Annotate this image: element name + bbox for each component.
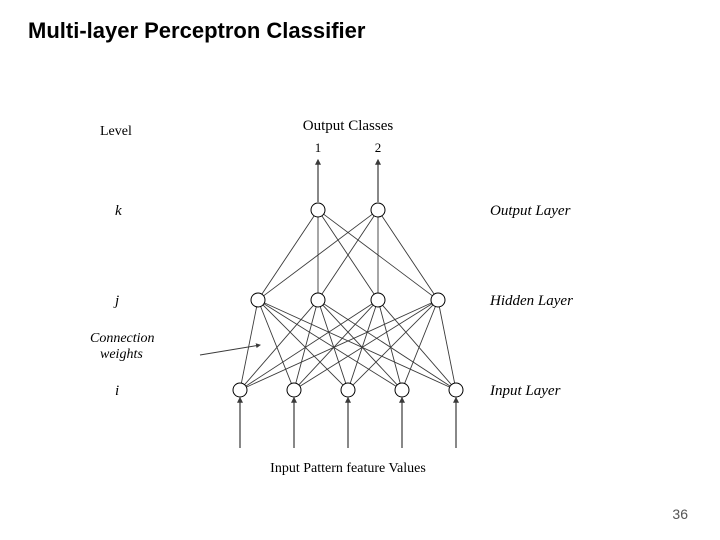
edge-input-hidden — [350, 307, 376, 384]
edge-input-hidden — [299, 305, 373, 385]
slide-title: Multi-layer Perceptron Classifier — [28, 18, 365, 44]
label-class-1: 1 — [315, 140, 322, 155]
mlp-svg: Level Output Classes 1 2 k j i Output Layer Hidd… — [60, 80, 660, 480]
node-hidden-2 — [371, 293, 385, 307]
label-input-layer: Input Layer — [489, 383, 561, 399]
edge-input-hidden — [300, 304, 432, 387]
node-hidden-3 — [431, 293, 445, 307]
conn-weights-pointer — [200, 345, 260, 355]
edge-hidden-output — [262, 216, 314, 294]
label-conn-weights-2: weights — [100, 347, 143, 362]
label-class-2: 2 — [375, 140, 382, 155]
label-output-layer: Output Layer — [490, 203, 571, 219]
label-level: Level — [100, 124, 132, 139]
page-number: 36 — [672, 506, 688, 522]
node-output-1 — [371, 203, 385, 217]
node-input-1 — [287, 383, 301, 397]
mlp-diagram: Level Output Classes 1 2 k j i Output Layer Hidd… — [60, 80, 660, 480]
label-hidden-layer: Hidden Layer — [489, 293, 573, 309]
node-input-3 — [395, 383, 409, 397]
label-i: i — [115, 383, 119, 399]
edge-input-hidden — [264, 304, 396, 387]
edge-input-hidden — [439, 307, 454, 383]
edge-input-hidden — [241, 307, 256, 383]
node-output-0 — [311, 203, 325, 217]
edge-input-hidden — [320, 307, 346, 384]
edge-input-hidden — [323, 305, 397, 385]
label-input-pattern: Input Pattern feature Values — [270, 461, 426, 476]
node-input-0 — [233, 383, 247, 397]
node-hidden-1 — [311, 293, 325, 307]
node-input-2 — [341, 383, 355, 397]
label-output-classes: Output Classes — [303, 118, 394, 134]
edge-hidden-output — [382, 216, 434, 294]
node-input-4 — [449, 383, 463, 397]
node-hidden-0 — [251, 293, 265, 307]
label-k: k — [115, 203, 122, 219]
label-conn-weights-1: Connection — [90, 331, 155, 346]
label-j: j — [113, 293, 119, 309]
